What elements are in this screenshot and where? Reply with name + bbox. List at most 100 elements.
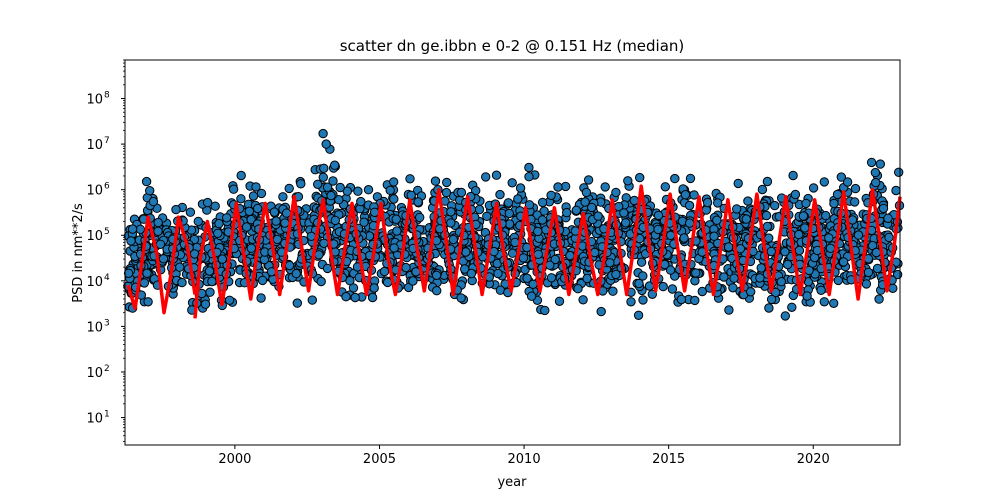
scatter-point bbox=[204, 266, 215, 276]
scatter-point bbox=[565, 250, 575, 261]
scatter-point bbox=[507, 248, 518, 258]
scatter-point bbox=[363, 185, 374, 195]
scatter-point bbox=[244, 206, 255, 217]
scatter-point bbox=[660, 182, 670, 192]
scatter-point bbox=[562, 207, 572, 218]
scatter-point bbox=[456, 293, 466, 303]
scatter-point bbox=[316, 276, 326, 287]
scatter-point bbox=[684, 218, 695, 228]
scatter-point bbox=[142, 268, 152, 278]
scatter-point bbox=[894, 167, 904, 178]
scatter-point bbox=[441, 187, 452, 198]
scatter-point bbox=[460, 264, 470, 274]
scatter-point bbox=[713, 198, 723, 208]
scatter-point bbox=[296, 179, 306, 189]
scatter-point bbox=[638, 271, 648, 281]
scatter-point bbox=[540, 305, 550, 316]
y-tick-label: 10 bbox=[86, 229, 103, 244]
scatter-point bbox=[581, 187, 592, 198]
scatter-point bbox=[155, 239, 166, 250]
scatter-point bbox=[702, 197, 713, 208]
scatter-point bbox=[832, 189, 843, 200]
scatter-point bbox=[507, 178, 517, 188]
scatter-point bbox=[761, 210, 772, 221]
scatter-point bbox=[456, 187, 467, 198]
scatter-point bbox=[307, 295, 317, 305]
scatter-point bbox=[539, 206, 549, 216]
scatter-point bbox=[829, 198, 839, 209]
x-tick-label: 2010 bbox=[508, 452, 541, 467]
scatter-point bbox=[870, 167, 881, 178]
scatter-point bbox=[369, 283, 379, 293]
scatter-point bbox=[764, 233, 774, 243]
scatter-point bbox=[236, 170, 246, 181]
scatter-point bbox=[123, 268, 134, 278]
scatter-point bbox=[871, 177, 881, 188]
scatter-point bbox=[829, 298, 839, 308]
scatter-point bbox=[825, 243, 836, 254]
scatter-point bbox=[389, 177, 399, 187]
y-tick-exponent: 8 bbox=[104, 91, 110, 101]
scatter-point bbox=[228, 184, 239, 194]
scatter-point bbox=[318, 172, 328, 183]
scatter-point bbox=[554, 296, 565, 306]
scatter-point bbox=[578, 295, 588, 305]
scatter-point bbox=[413, 197, 423, 207]
scatter-point bbox=[719, 272, 729, 282]
scatter-point bbox=[891, 185, 901, 196]
scatter-point bbox=[780, 311, 790, 321]
scatter-point bbox=[446, 207, 456, 217]
scatter-point bbox=[518, 253, 529, 263]
scatter-point bbox=[251, 182, 261, 192]
scatter-point bbox=[866, 157, 877, 168]
scatter-point bbox=[385, 185, 395, 196]
scatter-point bbox=[741, 214, 751, 224]
scatter-point bbox=[158, 254, 169, 264]
scatter-point bbox=[515, 183, 526, 193]
scatter-point bbox=[787, 302, 797, 312]
scatter-point bbox=[623, 176, 633, 186]
scatter-point bbox=[573, 284, 583, 294]
scatter-point bbox=[732, 204, 742, 214]
scatter-point bbox=[808, 183, 819, 193]
scatter-point bbox=[175, 262, 185, 272]
scatter-point bbox=[408, 276, 418, 286]
scatter-point bbox=[587, 202, 597, 213]
scatter-point bbox=[780, 247, 790, 257]
scatter-point bbox=[335, 182, 345, 193]
scatter-point bbox=[636, 257, 647, 267]
scatter-point bbox=[684, 200, 695, 211]
scatter-point bbox=[241, 222, 252, 232]
scatter-point bbox=[503, 198, 514, 208]
scatter-point bbox=[442, 177, 452, 188]
scatter-point bbox=[524, 200, 535, 210]
chart-title: scatter dn ge.ibbn e 0-2 @ 0.151 Hz (med… bbox=[340, 37, 685, 55]
scatter-point bbox=[883, 213, 893, 224]
scatter-point bbox=[571, 205, 581, 216]
scatter-point bbox=[342, 186, 352, 196]
scatter-point bbox=[214, 218, 224, 229]
scatter-point bbox=[611, 187, 621, 198]
scatter-point bbox=[432, 286, 442, 296]
scatter-point bbox=[757, 184, 768, 195]
scatter-point bbox=[798, 211, 809, 221]
scatter-point bbox=[633, 310, 644, 320]
scatter-point bbox=[341, 292, 351, 302]
scatter-point bbox=[729, 273, 739, 283]
scatter-point bbox=[743, 196, 753, 206]
scatter-point bbox=[292, 298, 302, 308]
scatter-point bbox=[850, 183, 861, 194]
scatter-point bbox=[280, 218, 290, 228]
scatter-point bbox=[582, 273, 592, 284]
scatter-point bbox=[326, 190, 336, 201]
scatter-point bbox=[406, 190, 416, 201]
y-tick-exponent: 7 bbox=[104, 136, 110, 146]
scatter-point bbox=[680, 190, 691, 200]
median-line bbox=[126, 184, 902, 319]
scatter-point bbox=[319, 238, 329, 249]
scatter-point bbox=[405, 174, 415, 184]
scatter-point bbox=[764, 303, 774, 313]
scatter-point bbox=[701, 205, 711, 215]
